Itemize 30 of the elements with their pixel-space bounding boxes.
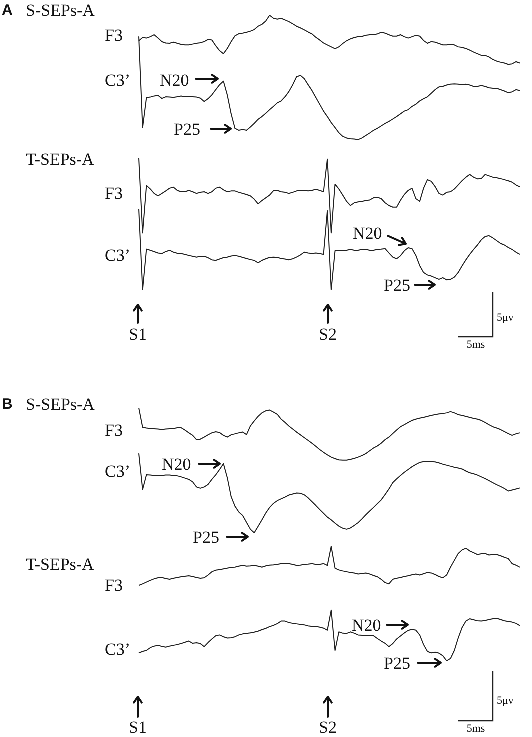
text: B: [2, 394, 13, 414]
series-label: C3’: [105, 246, 130, 265]
series-label: F3: [105, 420, 123, 440]
series-label: C3’: [105, 640, 130, 658]
text: S2: [319, 718, 337, 736]
text: S-SEPs-A: [26, 394, 95, 414]
series-label: C3’: [105, 70, 130, 90]
text: A: [2, 0, 13, 20]
series-label: F3: [105, 576, 123, 594]
annotation: P25: [193, 528, 220, 546]
text: 5ms: [466, 338, 486, 352]
annotation: P25: [174, 120, 200, 138]
text: 5ms: [466, 722, 486, 736]
text: S-SEPs-A: [26, 0, 95, 20]
text: T-SEPs-A: [26, 554, 94, 574]
annotation: N20: [353, 224, 382, 242]
text: S1: [129, 718, 147, 736]
series-label: C3’: [105, 462, 130, 480]
text: 5μv: [497, 312, 514, 324]
text: S2: [319, 324, 337, 344]
text: S1: [129, 324, 147, 344]
text: T-SEPs-A: [26, 150, 94, 168]
annotation: N20: [160, 70, 190, 90]
annotation: P25: [384, 654, 410, 672]
annotation: P25: [384, 276, 410, 294]
annotation: N20: [352, 616, 382, 634]
annotation: N20: [162, 454, 192, 474]
text: 5μv: [497, 694, 514, 708]
series-label: F3: [105, 26, 123, 44]
series-label: F3: [105, 184, 123, 202]
